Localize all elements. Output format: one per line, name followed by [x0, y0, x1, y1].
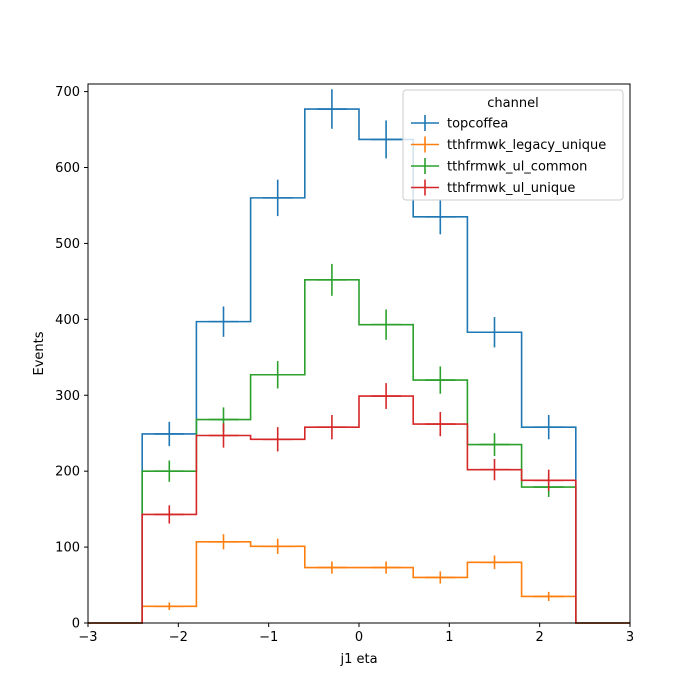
- legend-label: tthfrmwk_legacy_unique: [447, 138, 606, 153]
- legend: channel topcoffeatthfrmwk_legacy_uniquet…: [402, 89, 624, 201]
- plot-area: [88, 89, 630, 624]
- error-bar: [262, 361, 293, 389]
- series-tthfrmwk_legacy_unique: [88, 534, 630, 624]
- error-bar: [371, 309, 402, 340]
- legend-entry: tthfrmwk_ul_unique: [411, 179, 575, 196]
- legend-entries: topcoffea tthfrmwk_legacy_unique tthfrmwk_…: [411, 115, 606, 196]
- error-bar: [154, 505, 185, 524]
- legend-label: tthfrmwk_ul_common: [447, 160, 587, 175]
- error-bar: [533, 469, 564, 491]
- series-step-line: [88, 540, 630, 624]
- error-bar: [262, 179, 293, 217]
- y-tick-label: 0: [72, 617, 80, 632]
- y-tick-label: 200: [55, 465, 80, 480]
- x-tick-label: −3: [78, 630, 97, 645]
- x-tick-label: 1: [445, 630, 453, 645]
- error-bar: [316, 89, 347, 129]
- y-tick-label: 300: [55, 389, 80, 404]
- error-bar: [479, 555, 510, 570]
- error-bar: [371, 383, 402, 409]
- error-bar: [316, 414, 347, 440]
- series-step-line: [88, 395, 630, 624]
- error-bar: [208, 306, 239, 337]
- error-bar: [533, 591, 564, 601]
- legend-label: tthfrmwk_ul_unique: [447, 181, 575, 196]
- series-topcoffea: [88, 89, 630, 624]
- series-tthfrmwk_ul_unique: [88, 383, 630, 624]
- y-axis-label: Events: [32, 331, 47, 375]
- x-tick-label: −2: [169, 630, 188, 645]
- error-bar: [425, 366, 456, 394]
- x-tick-label: 3: [626, 630, 634, 645]
- error-bar: [316, 561, 347, 574]
- error-bar: [371, 561, 402, 574]
- y-tick-label: 400: [55, 313, 80, 328]
- error-bar: [425, 411, 456, 437]
- error-bar: [154, 421, 185, 447]
- legend-entry: topcoffea: [411, 115, 508, 132]
- y-tick-label: 600: [55, 161, 80, 176]
- x-tick-label: 0: [355, 630, 363, 645]
- error-bar: [154, 460, 185, 482]
- error-bar: [371, 120, 402, 159]
- error-bar: [262, 427, 293, 452]
- y-axis: 0 100 200 300 400 500 600 700: [55, 85, 88, 632]
- series-step-line: [88, 108, 630, 624]
- y-tick-label: 500: [55, 237, 80, 252]
- error-bar: [154, 602, 185, 611]
- error-bar: [479, 317, 510, 348]
- error-bar: [425, 199, 456, 235]
- x-tick-label: 2: [536, 630, 544, 645]
- error-bar: [425, 571, 456, 584]
- error-bar: [533, 414, 564, 440]
- error-bar: [316, 263, 347, 296]
- legend-title: channel: [487, 96, 538, 111]
- legend-box: [402, 89, 624, 201]
- legend-entry: tthfrmwk_legacy_unique: [411, 136, 606, 153]
- y-tick-label: 100: [55, 541, 80, 556]
- error-bar: [208, 423, 239, 448]
- error-bar: [479, 433, 510, 456]
- x-tick-label: −1: [259, 630, 278, 645]
- error-bar: [479, 459, 510, 481]
- error-bar: [208, 534, 239, 550]
- legend-label: topcoffea: [447, 117, 508, 132]
- x-axis: −3 −2 −1 0 1 2 3: [78, 623, 634, 645]
- y-tick-label: 700: [55, 85, 80, 100]
- error-bar: [262, 538, 293, 554]
- legend-entry: tthfrmwk_ul_common: [411, 158, 587, 175]
- x-axis-label: j1 eta: [339, 652, 377, 667]
